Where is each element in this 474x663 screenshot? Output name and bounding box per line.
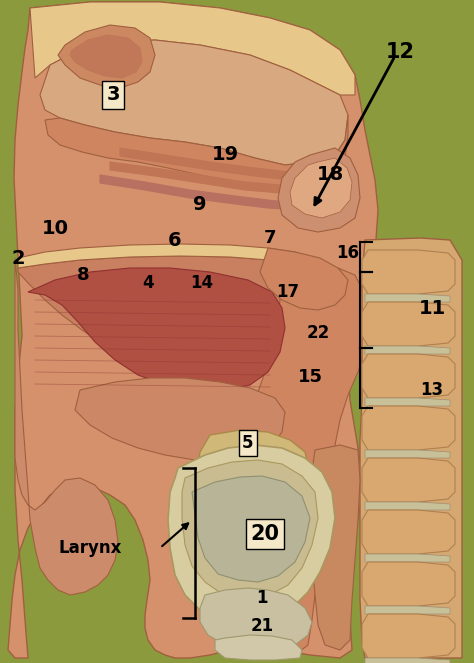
Text: 1: 1	[256, 589, 268, 607]
Polygon shape	[8, 2, 378, 658]
Polygon shape	[362, 562, 455, 606]
Polygon shape	[192, 476, 310, 582]
Polygon shape	[15, 258, 118, 595]
Polygon shape	[40, 40, 348, 165]
Text: 4: 4	[142, 274, 154, 292]
Polygon shape	[75, 378, 285, 462]
Polygon shape	[365, 554, 450, 562]
Text: 14: 14	[191, 274, 214, 292]
Text: Larynx: Larynx	[58, 539, 122, 557]
Text: 18: 18	[316, 166, 344, 184]
Polygon shape	[215, 635, 302, 660]
Text: 7: 7	[264, 229, 276, 247]
Polygon shape	[365, 450, 450, 458]
Text: 9: 9	[193, 196, 207, 215]
Polygon shape	[362, 302, 455, 346]
Polygon shape	[30, 2, 355, 95]
Polygon shape	[200, 588, 312, 650]
Polygon shape	[362, 614, 455, 658]
Text: 21: 21	[250, 617, 273, 635]
Text: 3: 3	[106, 86, 120, 105]
Text: 10: 10	[42, 219, 69, 237]
Polygon shape	[362, 458, 455, 502]
Text: 6: 6	[168, 231, 182, 249]
Polygon shape	[290, 158, 352, 218]
Polygon shape	[120, 148, 322, 182]
Text: 2: 2	[11, 249, 25, 267]
Polygon shape	[168, 445, 335, 626]
Polygon shape	[278, 148, 360, 232]
Polygon shape	[365, 294, 450, 302]
Polygon shape	[18, 256, 318, 378]
Polygon shape	[70, 35, 142, 78]
Text: 12: 12	[385, 42, 414, 62]
Polygon shape	[362, 406, 455, 450]
Polygon shape	[365, 658, 450, 663]
Polygon shape	[362, 510, 455, 554]
Polygon shape	[362, 354, 455, 398]
Polygon shape	[362, 250, 455, 294]
Polygon shape	[365, 346, 450, 354]
Text: 19: 19	[211, 145, 238, 164]
Text: 22: 22	[306, 324, 329, 342]
Polygon shape	[45, 115, 348, 190]
Polygon shape	[365, 398, 450, 406]
Text: 15: 15	[298, 368, 322, 386]
Polygon shape	[58, 25, 155, 88]
Polygon shape	[365, 606, 450, 614]
Polygon shape	[310, 445, 360, 650]
Polygon shape	[100, 175, 297, 210]
Polygon shape	[28, 268, 285, 390]
Text: 17: 17	[276, 283, 300, 301]
Polygon shape	[245, 262, 368, 658]
Text: 5: 5	[242, 434, 254, 452]
Polygon shape	[182, 460, 318, 598]
Polygon shape	[360, 238, 462, 658]
Text: 16: 16	[337, 244, 359, 262]
Polygon shape	[110, 162, 312, 196]
Polygon shape	[198, 430, 308, 492]
Text: 8: 8	[77, 266, 89, 284]
Text: 20: 20	[250, 524, 280, 544]
Polygon shape	[18, 244, 310, 268]
Polygon shape	[365, 502, 450, 510]
Text: 13: 13	[420, 381, 444, 399]
Polygon shape	[260, 248, 348, 310]
Text: 11: 11	[419, 298, 446, 318]
